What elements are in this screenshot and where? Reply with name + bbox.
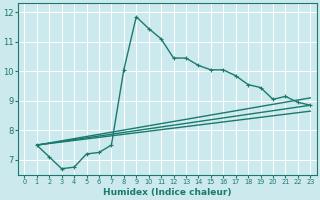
- X-axis label: Humidex (Indice chaleur): Humidex (Indice chaleur): [103, 188, 232, 197]
